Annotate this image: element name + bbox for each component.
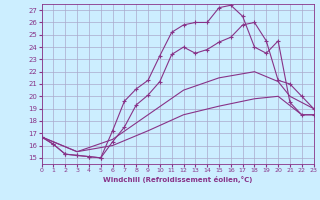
X-axis label: Windchill (Refroidissement éolien,°C): Windchill (Refroidissement éolien,°C)	[103, 176, 252, 183]
